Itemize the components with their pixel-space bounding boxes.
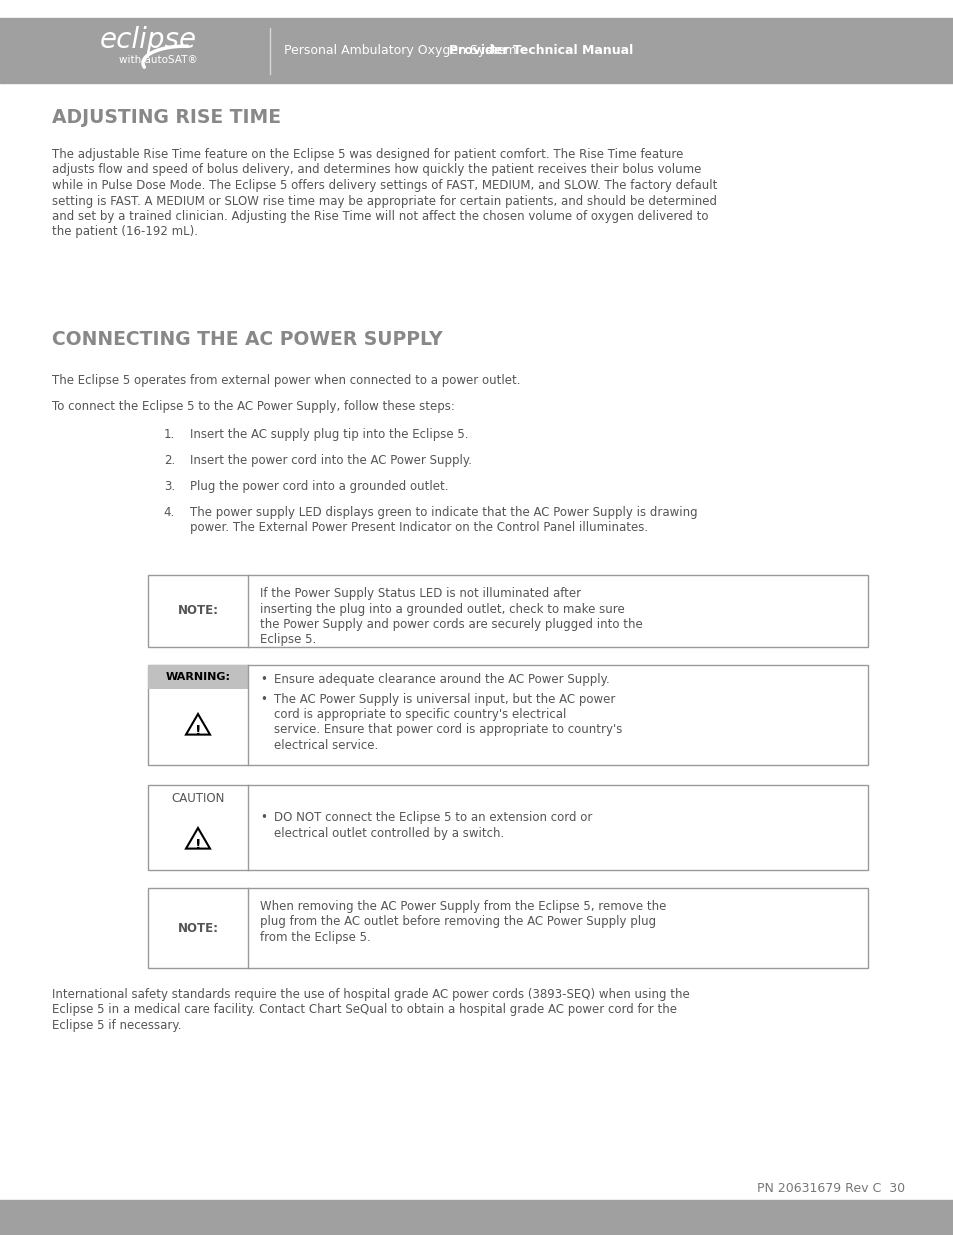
Text: DO NOT connect the Eclipse 5 to an extension cord or: DO NOT connect the Eclipse 5 to an exten… (274, 811, 592, 824)
Text: ADJUSTING RISE TIME: ADJUSTING RISE TIME (52, 107, 281, 127)
Bar (148, 664, 248, 689)
Text: •: • (260, 693, 267, 705)
Text: the Power Supply and power cords are securely plugged into the: the Power Supply and power cords are sec… (260, 618, 642, 631)
Text: eclipse: eclipse (99, 26, 196, 54)
Bar (148, 785, 867, 869)
Text: cord is appropriate to specific country's electrical: cord is appropriate to specific country'… (274, 708, 566, 721)
Bar (0, 19, 953, 83)
Text: the patient (16-192 mL).: the patient (16-192 mL). (52, 226, 198, 238)
Text: setting is FAST. A MEDIUM or SLOW rise time may be appropriate for certain patie: setting is FAST. A MEDIUM or SLOW rise t… (52, 194, 717, 207)
Text: If the Power Supply Status LED is not illuminated after: If the Power Supply Status LED is not il… (260, 587, 580, 600)
Text: !: ! (194, 839, 201, 852)
Text: 4.: 4. (164, 506, 174, 519)
Text: CONNECTING THE AC POWER SUPPLY: CONNECTING THE AC POWER SUPPLY (52, 330, 442, 350)
Text: Personal Ambulatory Oxygen System: Personal Ambulatory Oxygen System (284, 44, 520, 57)
Text: International safety standards require the use of hospital grade AC power cords : International safety standards require t… (52, 988, 689, 1002)
Text: with autoSAT®: with autoSAT® (118, 56, 197, 65)
Text: Eclipse 5.: Eclipse 5. (260, 634, 315, 646)
Text: service. Ensure that power cord is appropriate to country's: service. Ensure that power cord is appro… (274, 724, 621, 736)
Text: adjusts flow and speed of bolus delivery, and determines how quickly the patient: adjusts flow and speed of bolus delivery… (52, 163, 700, 177)
Text: •: • (260, 673, 267, 685)
Text: NOTE:: NOTE: (177, 604, 218, 618)
Text: WARNING:: WARNING: (165, 672, 231, 682)
Text: CAUTION: CAUTION (172, 793, 225, 805)
Text: NOTE:: NOTE: (177, 921, 218, 935)
Text: Plug the power cord into a grounded outlet.: Plug the power cord into a grounded outl… (190, 480, 448, 493)
Text: Eclipse 5 if necessary.: Eclipse 5 if necessary. (52, 1019, 181, 1032)
Text: while in Pulse Dose Mode. The Eclipse 5 offers delivery settings of FAST, MEDIUM: while in Pulse Dose Mode. The Eclipse 5 … (52, 179, 717, 191)
Text: When removing the AC Power Supply from the Eclipse 5, remove the: When removing the AC Power Supply from t… (260, 900, 666, 913)
Text: Provider Technical Manual: Provider Technical Manual (449, 44, 633, 57)
Bar (148, 664, 867, 764)
Text: The AC Power Supply is universal input, but the AC power: The AC Power Supply is universal input, … (274, 693, 615, 705)
Text: Insert the power cord into the AC Power Supply.: Insert the power cord into the AC Power … (190, 454, 472, 467)
Text: from the Eclipse 5.: from the Eclipse 5. (260, 931, 371, 944)
Text: •: • (260, 811, 267, 824)
Text: To connect the Eclipse 5 to the AC Power Supply, follow these steps:: To connect the Eclipse 5 to the AC Power… (52, 400, 455, 412)
Text: Eclipse 5 in a medical care facility. Contact Chart SeQual to obtain a hospital : Eclipse 5 in a medical care facility. Co… (52, 1004, 677, 1016)
Text: Ensure adequate clearance around the AC Power Supply.: Ensure adequate clearance around the AC … (274, 673, 609, 685)
Text: 1.: 1. (164, 429, 174, 441)
Text: The power supply LED displays green to indicate that the AC Power Supply is draw: The power supply LED displays green to i… (190, 506, 697, 519)
Text: and set by a trained clinician. Adjusting the Rise Time will not affect the chos: and set by a trained clinician. Adjustin… (52, 210, 708, 224)
Text: The adjustable Rise Time feature on the Eclipse 5 was designed for patient comfo: The adjustable Rise Time feature on the … (52, 148, 682, 161)
Text: PN 20631679 Rev C  30: PN 20631679 Rev C 30 (756, 1182, 904, 1195)
Text: inserting the plug into a grounded outlet, check to make sure: inserting the plug into a grounded outle… (260, 603, 624, 615)
Text: electrical service.: electrical service. (274, 739, 377, 752)
Bar (0, 1200, 953, 1235)
Text: electrical outlet controlled by a switch.: electrical outlet controlled by a switch… (274, 826, 504, 840)
Text: The Eclipse 5 operates from external power when connected to a power outlet.: The Eclipse 5 operates from external pow… (52, 374, 520, 387)
Text: power. The External Power Present Indicator on the Control Panel illuminates.: power. The External Power Present Indica… (190, 521, 647, 535)
Text: plug from the AC outlet before removing the AC Power Supply plug: plug from the AC outlet before removing … (260, 915, 656, 929)
Text: 3.: 3. (164, 480, 174, 493)
Text: Insert the AC supply plug tip into the Eclipse 5.: Insert the AC supply plug tip into the E… (190, 429, 468, 441)
Bar (148, 576, 867, 647)
Bar (148, 888, 867, 968)
Text: !: ! (194, 724, 201, 739)
Text: 2.: 2. (164, 454, 174, 467)
